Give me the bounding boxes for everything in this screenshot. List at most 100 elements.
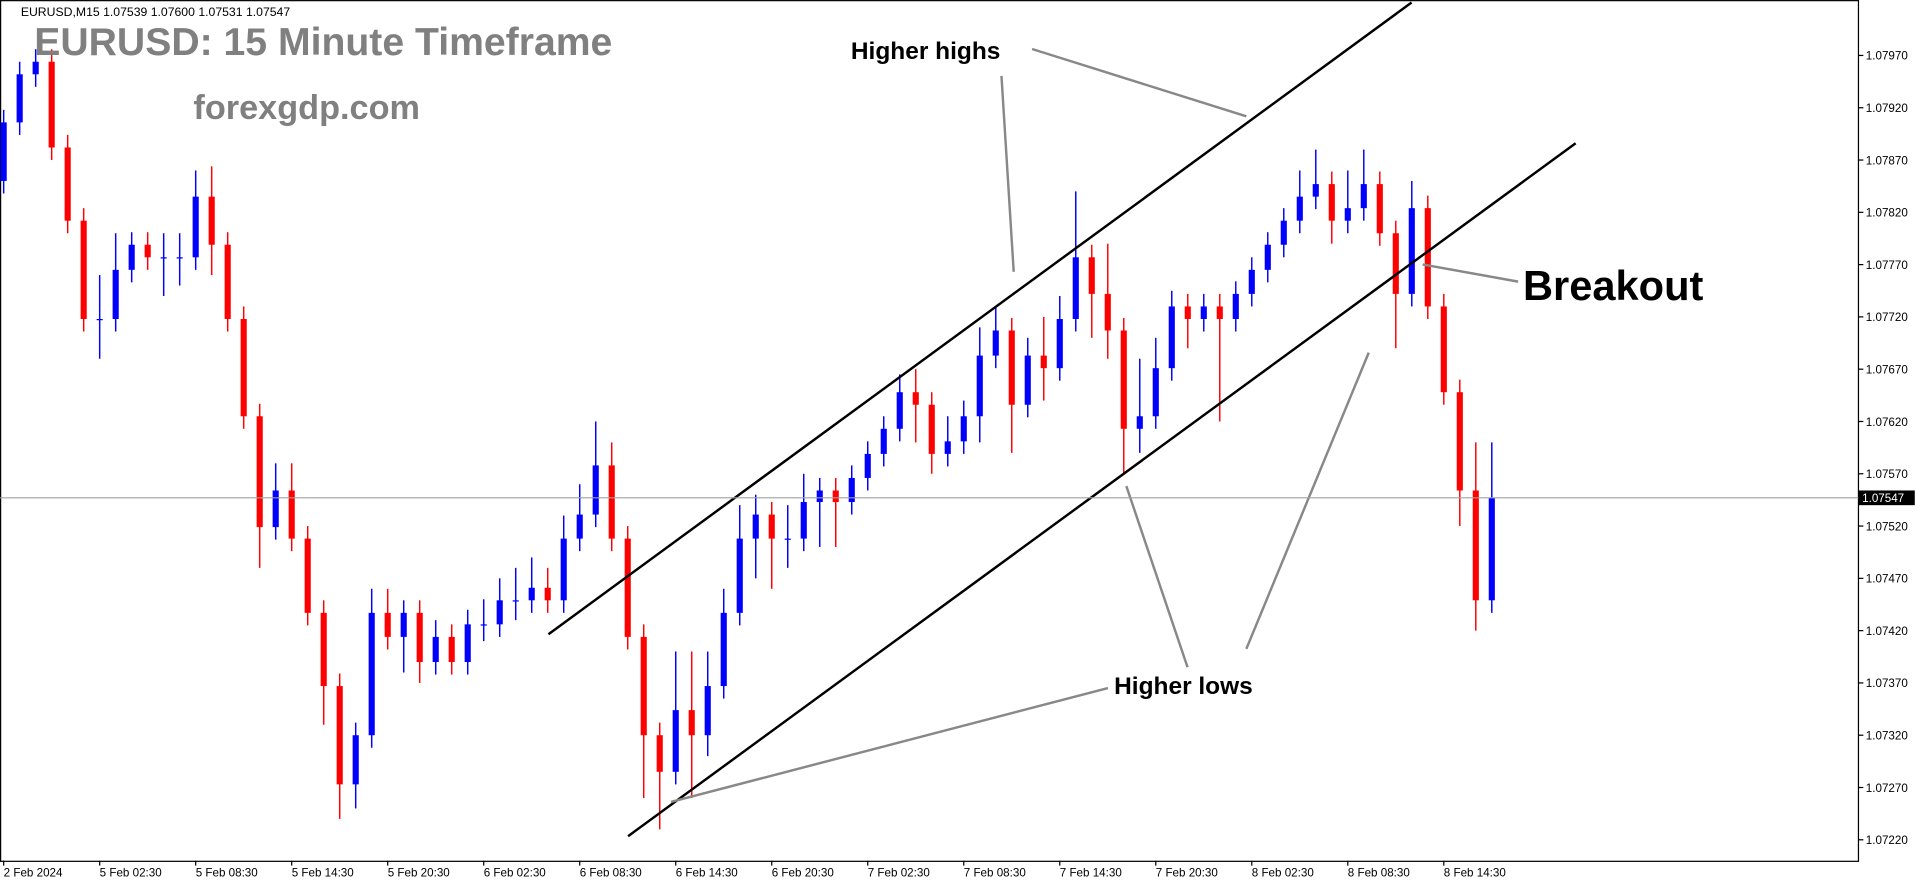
candle-body <box>112 269 119 319</box>
x-tick-label: 8 Feb 08:30 <box>1348 867 1411 880</box>
candle-body <box>880 428 887 454</box>
x-tick-label: 7 Feb 08:30 <box>964 867 1027 880</box>
candle-body <box>928 404 935 454</box>
candle-body <box>1376 184 1383 234</box>
candle-body <box>64 147 71 221</box>
candle-body <box>1168 306 1175 369</box>
annotation: Higher lows <box>1114 673 1253 700</box>
candle-body <box>688 710 695 736</box>
candle-body <box>1216 306 1223 319</box>
candle-body <box>352 735 359 785</box>
candle-body <box>432 636 439 663</box>
candle-body <box>1392 233 1399 294</box>
candle-body <box>672 710 679 772</box>
pointer <box>1125 485 1189 668</box>
candle-body <box>624 538 631 637</box>
candle-body <box>80 220 87 319</box>
candle-body <box>576 514 583 539</box>
y-tick-label: 1.07820 <box>1866 207 1909 220</box>
x-tick-label: 5 Feb 20:30 <box>388 867 451 880</box>
y-tick-label: 1.07770 <box>1866 259 1909 272</box>
candle-body <box>1440 306 1447 393</box>
y-tick-label: 1.07570 <box>1866 468 1909 481</box>
candle-body <box>48 61 55 148</box>
x-tick-label: 6 Feb 20:30 <box>772 867 835 880</box>
candle-body <box>416 612 423 663</box>
candle-body <box>16 74 23 123</box>
candle-body <box>400 612 407 637</box>
annotation: Breakout <box>1523 262 1703 309</box>
candle-body <box>176 257 183 259</box>
y-tick-label: 1.07670 <box>1866 363 1909 376</box>
candle-body <box>656 735 663 772</box>
candles <box>0 49 1495 830</box>
candle-body <box>912 392 919 405</box>
candle-body <box>1248 269 1255 294</box>
candle-body <box>448 636 455 663</box>
candle-body <box>1328 184 1335 221</box>
x-tick-label: 6 Feb 14:30 <box>676 867 739 880</box>
candle-body <box>896 392 903 429</box>
x-tick-label: 5 Feb 08:30 <box>196 867 259 880</box>
candle-body <box>816 490 823 503</box>
candle-body <box>144 244 151 258</box>
candle-body <box>1152 368 1159 417</box>
candle-body <box>1408 208 1415 294</box>
candle-body <box>464 624 471 663</box>
candle-body <box>544 587 551 601</box>
candle-body <box>1296 196 1303 221</box>
symbol-info: EURUSD,M15 1.07539 1.07600 1.07531 1.075… <box>21 5 291 19</box>
y-tick-label: 1.07320 <box>1866 729 1909 742</box>
candle-body <box>800 502 807 539</box>
candle-body <box>224 244 231 319</box>
pointer <box>1245 352 1370 650</box>
price-label: 1.07547 <box>1862 492 1904 505</box>
candle-body <box>240 318 247 417</box>
y-tick-label: 1.07620 <box>1866 416 1909 429</box>
candle-body <box>1472 490 1479 601</box>
chart-subtitle: forexgdp.com <box>193 89 420 127</box>
candle-body <box>864 453 871 478</box>
pointer <box>1422 263 1519 283</box>
candle-body <box>256 416 263 528</box>
channel-lower <box>627 142 1577 838</box>
candle-body <box>272 490 279 528</box>
candle-body <box>368 612 375 736</box>
x-tick-label: 6 Feb 08:30 <box>580 867 643 880</box>
candle-body <box>784 538 791 540</box>
candle-body <box>1360 184 1367 209</box>
pointers <box>670 47 1519 804</box>
candle-body <box>1312 184 1319 197</box>
candle-body <box>320 612 327 687</box>
x-tick-label: 7 Feb 02:30 <box>868 867 931 880</box>
candle-body <box>304 538 311 613</box>
candle-body <box>976 355 983 417</box>
pointer <box>1000 75 1015 272</box>
y-tick-label: 1.07720 <box>1866 311 1909 324</box>
candle-body <box>1088 257 1095 294</box>
candle-body <box>1344 208 1351 221</box>
candle-body <box>496 600 503 625</box>
candle-body <box>1136 416 1143 429</box>
x-tick-label: 7 Feb 14:30 <box>1060 867 1123 880</box>
candle-body <box>608 465 615 539</box>
pointer <box>670 686 1109 804</box>
candle-body <box>1184 306 1191 319</box>
x-tick-label: 8 Feb 14:30 <box>1444 867 1507 880</box>
candle-body <box>208 196 215 245</box>
channel-upper <box>547 1 1413 636</box>
x-tick-label: 6 Feb 02:30 <box>484 867 547 880</box>
candle-body <box>1120 330 1127 429</box>
candle-body <box>752 514 759 539</box>
candle-body <box>1104 293 1111 331</box>
candle-body <box>1008 330 1015 405</box>
candle-body <box>720 612 727 687</box>
y-tick-label: 1.07420 <box>1866 625 1909 638</box>
candle-body <box>1040 355 1047 369</box>
pointer <box>1031 47 1247 118</box>
candle-body <box>768 514 775 539</box>
candle-body <box>96 318 103 321</box>
candle-body <box>848 477 855 503</box>
candle-body <box>1200 306 1207 319</box>
